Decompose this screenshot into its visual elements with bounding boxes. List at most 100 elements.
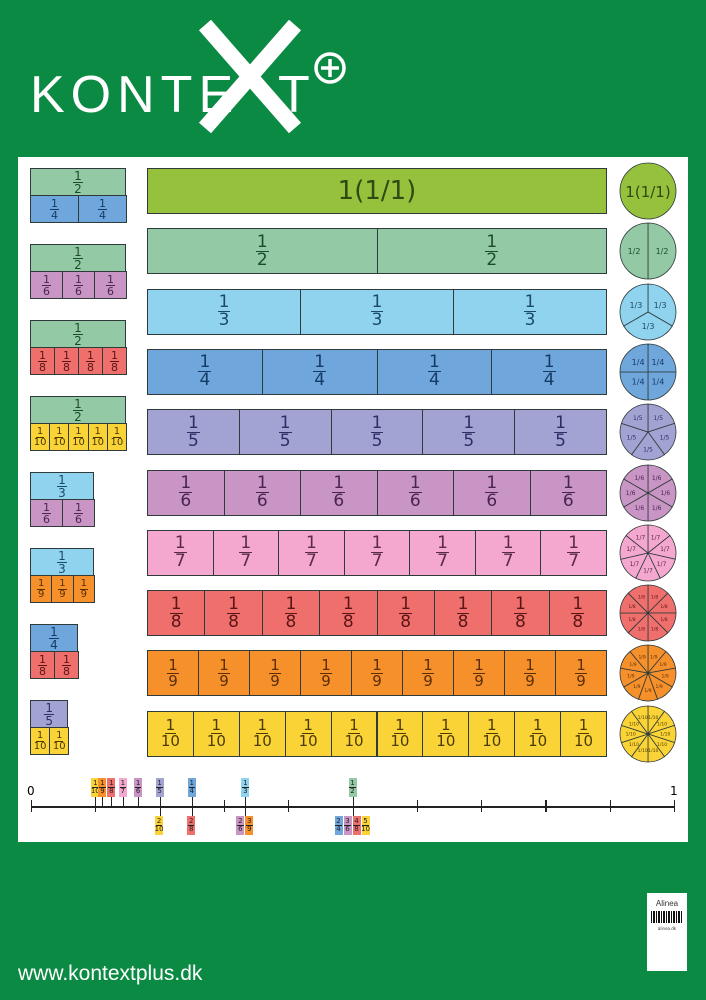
number-line-tick <box>223 800 226 812</box>
numerator: 3 <box>246 817 253 826</box>
fraction-tick <box>245 806 247 816</box>
sector-label: 1/10 <box>629 741 639 747</box>
numerator: 1 <box>394 716 406 735</box>
denominator: 8 <box>285 611 297 632</box>
numerator: 1 <box>38 652 47 666</box>
denominator: 9 <box>80 588 87 600</box>
numerator: 1 <box>73 320 83 335</box>
denominator: 6 <box>43 512 50 526</box>
numerator: 1 <box>173 533 187 554</box>
numerator: 1 <box>370 533 384 554</box>
sector-label: 1/8 <box>660 604 667 610</box>
fraction-label: 1 10 <box>528 718 547 749</box>
numerator: 1 <box>55 729 64 742</box>
number-line-end: 1 <box>670 784 678 798</box>
denominator: 8 <box>189 825 194 833</box>
fraction-label: 5 10 <box>361 818 370 833</box>
denominator: 6 <box>486 491 498 511</box>
denominator: 4 <box>428 370 440 391</box>
denominator: 8 <box>39 664 46 678</box>
sector-label: 1/10 <box>629 721 639 727</box>
sector-label: 1/10 <box>660 731 670 737</box>
sector-label: 1/8 <box>628 604 635 610</box>
denominator: 7 <box>568 551 580 572</box>
numerator: 1 <box>134 779 142 788</box>
fraction-tick <box>111 796 113 806</box>
sector-label: 1/8 <box>628 617 635 623</box>
numerator: 1 <box>399 593 413 614</box>
sector-label: 1/7 <box>657 561 667 568</box>
numerator: 1 <box>239 533 253 554</box>
numerator: 1 <box>227 593 240 614</box>
denominator: 7 <box>306 551 317 572</box>
circle-sector <box>619 283 649 327</box>
numerator: 1 <box>55 425 64 438</box>
numerator: 1 <box>577 716 590 735</box>
circle-sector <box>619 162 677 220</box>
fraction-tick <box>352 806 354 816</box>
numerator: 1 <box>73 396 83 411</box>
numerator: 1 <box>485 716 498 735</box>
fraction-tick <box>102 796 104 806</box>
logo-text-right: T <box>278 66 310 124</box>
numerator: 1 <box>462 412 476 433</box>
fraction-label: 1 10 <box>574 718 593 749</box>
circle-sector <box>623 464 649 494</box>
denominator: 4 <box>336 825 341 833</box>
denominator: 4 <box>51 208 58 222</box>
sector-label: 1/6 <box>652 475 662 482</box>
fraction-tick <box>191 796 193 806</box>
numerator: 1 <box>50 196 59 210</box>
numerator: 1 <box>98 196 107 210</box>
sector-label: 1/9 <box>638 655 645 661</box>
numerator: 1 <box>35 729 45 742</box>
bar-segment-1-10: 1 10 <box>330 710 378 757</box>
numerator: 1 <box>269 655 281 674</box>
denominator: 10 <box>52 436 66 448</box>
fraction-label: 1 10 <box>253 718 272 749</box>
numerator: 1 <box>255 473 269 493</box>
denominator: 10 <box>252 732 272 751</box>
denominator: 10 <box>436 732 456 751</box>
denominator: 6 <box>135 787 141 795</box>
numerator: 2 <box>188 817 195 826</box>
denominator: 3 <box>58 485 66 500</box>
circle-sector <box>619 343 649 373</box>
denominator: 6 <box>43 284 50 298</box>
denominator: 9 <box>525 671 535 690</box>
numerator: 1 <box>370 292 384 313</box>
denominator: 9 <box>270 671 280 690</box>
numerator: 1 <box>278 412 292 433</box>
denominator: 6 <box>409 491 421 511</box>
numerator: 1 <box>427 352 441 373</box>
